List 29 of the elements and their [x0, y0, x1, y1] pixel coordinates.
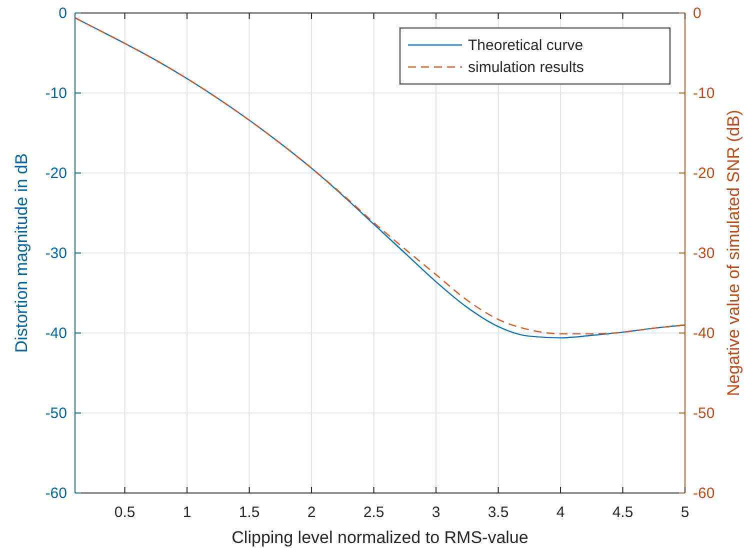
x-tick-label: 2.5 — [363, 504, 384, 521]
y-tick-label: -50 — [45, 405, 67, 422]
y2-tick-label: -20 — [693, 165, 715, 182]
y-axis-title: Distortion magnitude in dB — [12, 153, 31, 353]
x-tick-label: 3.5 — [488, 504, 509, 521]
x-tick-label: 1 — [182, 504, 192, 521]
y2-tick-label: -50 — [693, 405, 715, 422]
x-tick-label: 3 — [432, 504, 440, 521]
y2-tick-label: -60 — [693, 485, 715, 502]
y-tick-label: -60 — [45, 485, 67, 502]
y-tick-label: 0 — [58, 5, 67, 22]
legend-label: Theoretical curve — [468, 37, 584, 54]
x-tick-label: 5 — [680, 504, 690, 521]
legend-label: simulation results — [468, 59, 584, 76]
y-tick-label: -10 — [45, 85, 67, 102]
x-axis-title: Clipping level normalized to RMS-value — [232, 528, 528, 547]
x-tick-label: 1.5 — [238, 504, 260, 521]
x-tick-label: 4.5 — [612, 504, 634, 521]
x-tick-label: 0.5 — [114, 504, 136, 521]
x-tick-label: 2 — [307, 504, 316, 521]
y2-tick-label: -30 — [693, 245, 715, 262]
y2-tick-label: -10 — [693, 85, 715, 102]
y2-tick-label: -40 — [693, 325, 715, 342]
x-tick-label: 4 — [556, 504, 565, 521]
y-tick-label: -20 — [45, 165, 67, 182]
y-tick-label: -40 — [45, 325, 67, 342]
y2-tick-label: 0 — [693, 5, 702, 22]
y-tick-label: -30 — [45, 245, 67, 262]
y2-axis-title: Negative value of simulated SNR (dB) — [724, 110, 743, 396]
